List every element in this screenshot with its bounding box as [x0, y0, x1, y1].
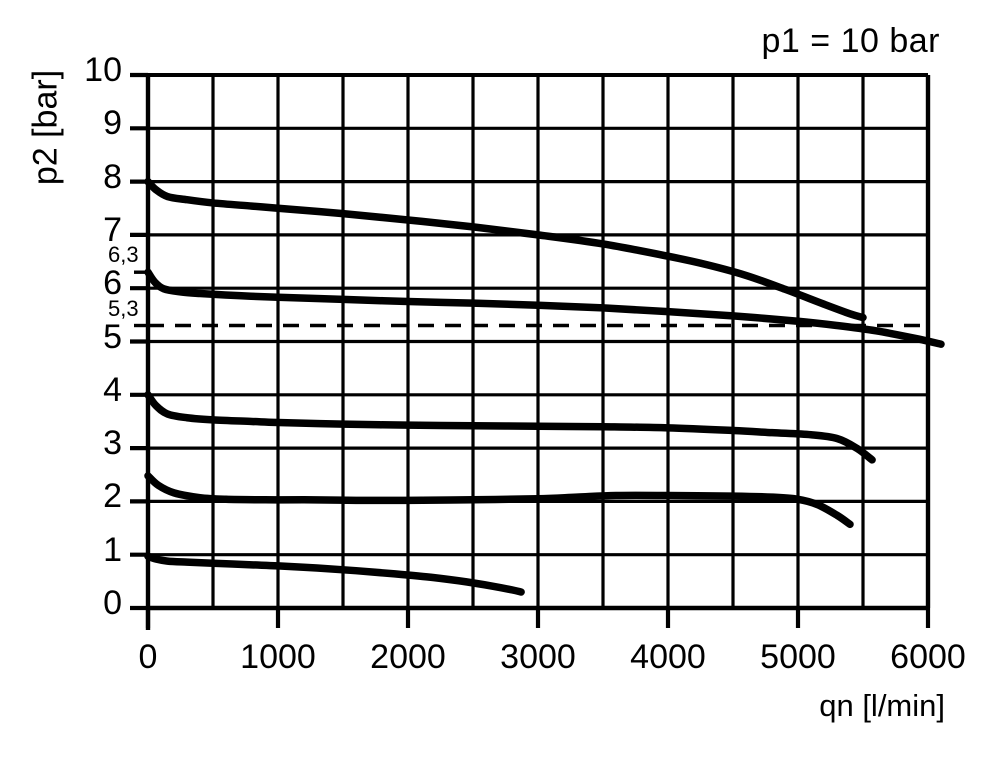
series-line-1	[144, 177, 867, 322]
y-special-tick-label: 5,3	[108, 295, 139, 321]
y-tick-label: 7	[103, 210, 122, 249]
x-axis-label: qn [l/min]	[819, 688, 945, 723]
y-tick-label: 4	[103, 370, 122, 409]
x-tick-label: 6000	[890, 638, 966, 676]
y-tick-label: 9	[103, 104, 122, 143]
y-tick-label: 5	[103, 317, 122, 356]
x-tick-label: 1000	[240, 638, 316, 676]
series-line-5	[144, 552, 525, 596]
x-tick-label: 5000	[760, 638, 836, 676]
x-tick-label: 0	[138, 638, 158, 676]
axis-tick-marks	[130, 72, 931, 628]
y-tick-label: 1	[103, 530, 122, 569]
chart-title-inlet-pressure: p1 = 10 bar	[761, 22, 940, 60]
x-tick-label: 3000	[500, 638, 576, 676]
series-line-2	[144, 268, 945, 348]
x-tick-label: 4000	[630, 638, 706, 676]
y-tick-label: 6	[103, 264, 122, 303]
y-tick-label: 2	[103, 477, 122, 516]
y-tick-label: 3	[103, 424, 122, 463]
y-tick-label: 10	[84, 51, 122, 89]
y-tick-label: 0	[103, 584, 122, 622]
series-line-3	[144, 391, 876, 464]
data-series-lines	[144, 177, 945, 596]
y-tick-label: 8	[103, 157, 122, 196]
series-line-4	[144, 472, 854, 529]
x-tick-label: 2000	[370, 638, 446, 676]
y-special-tick-label: 6,3	[108, 242, 139, 268]
